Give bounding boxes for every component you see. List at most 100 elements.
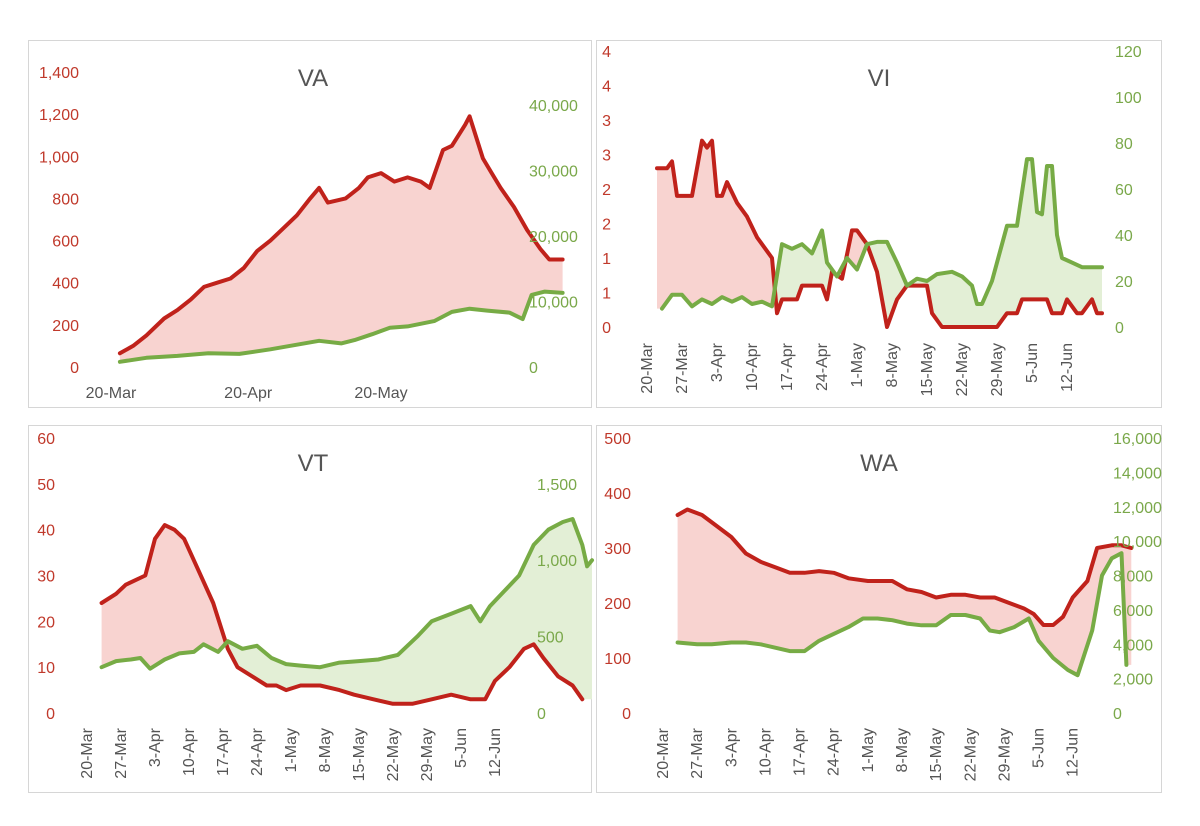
x-tick-label: 12-Jun (487, 728, 504, 777)
y-left-tick-label: 2 (602, 182, 611, 199)
x-tick-label: 29-May (989, 343, 1006, 396)
y-left-tick-label: 0 (46, 706, 55, 723)
x-tick-label: 1-May (283, 728, 300, 772)
chart-title: VI (868, 65, 891, 92)
x-tick-label: 10-Apr (744, 342, 761, 391)
area-fill-red (119, 116, 563, 362)
y-left-tick-label: 0 (70, 360, 79, 377)
y-left-tick-label: 1,400 (39, 65, 79, 82)
y-left-tick-label: 4 (602, 79, 611, 96)
y-left-tick-label: 10 (37, 660, 55, 677)
x-tick-label: 27-Mar (113, 727, 130, 778)
y-left-tick-label: 0 (622, 706, 631, 723)
x-tick-label: 24-Apr (249, 727, 266, 776)
chart-panel-vi: VI 0 1 1 2 2 3 3 4 4 0 20 40 60 80 100 120 20-Mar 27-Mar 3-… (596, 40, 1162, 408)
chart-title: VA (298, 65, 328, 92)
x-tick-label: 3-Apr (709, 342, 726, 382)
y-left-tick-label: 100 (604, 651, 631, 668)
area-fill-red (101, 519, 592, 669)
y-left-tick-label: 3 (602, 148, 611, 165)
x-tick-label: 20-Mar (655, 727, 672, 778)
y-left-tick-label: 300 (604, 541, 631, 558)
x-tick-label: 22-May (385, 728, 402, 781)
y-right-tick-label: 20 (1115, 274, 1133, 291)
y-left-tick-label: 4 (602, 44, 611, 61)
series-line-right (99, 517, 594, 671)
x-tick-label: 5-Jun (1031, 728, 1048, 768)
y-left-tick-label: 800 (52, 191, 79, 208)
x-tick-label: 12-Jun (1059, 343, 1076, 392)
x-tick-label: 8-May (884, 343, 901, 387)
y-right-tick-label: 40 (1115, 228, 1133, 245)
y-left-tick-label: 2 (602, 217, 611, 234)
x-tick-label: 8-May (317, 728, 334, 772)
y-right-tick-label: 14,000 (1113, 465, 1162, 482)
y-left-tick-label: 1 (602, 251, 611, 268)
y-left-tick-label: 0 (602, 320, 611, 337)
x-tick-label: 27-Mar (674, 342, 691, 393)
chart-vt: VT 0 10 20 30 40 50 60 0 500 1,000 1,500 20-Mar 27-Ma… (37, 431, 594, 781)
x-tick-label: 10-Apr (757, 727, 774, 776)
x-tick-label: 29-May (996, 728, 1013, 781)
y-left-tick-label: 1,200 (39, 107, 79, 124)
x-tick-label: 17-Apr (215, 727, 232, 776)
area-fill-red (677, 509, 1132, 676)
x-tick-label: 12-Jun (1065, 728, 1082, 777)
y-left-tick-label: 200 (52, 318, 79, 335)
x-tick-label: 3-Apr (723, 727, 740, 767)
x-tick-label: 17-Apr (779, 342, 796, 391)
x-tick-label: 15-May (351, 728, 368, 781)
y-right-tick-label: 1,500 (537, 477, 577, 494)
x-tick-label: 1-May (849, 343, 866, 387)
x-tick-label: 29-May (419, 728, 436, 781)
y-left-tick-label: 1 (602, 286, 611, 303)
y-right-tick-label: 8,000 (1113, 569, 1153, 586)
y-right-tick-label: 16,000 (1113, 431, 1162, 448)
y-left-tick-label: 400 (604, 486, 631, 503)
series-line-left (99, 523, 585, 706)
y-right-tick-label: 120 (1115, 44, 1142, 61)
y-right-tick-label: 80 (1115, 136, 1133, 153)
y-right-tick-label: 0 (529, 360, 538, 377)
area-fill-green (657, 140, 1102, 327)
x-tick-label: 24-Apr (826, 727, 843, 776)
y-right-tick-label: 100 (1115, 90, 1142, 107)
series-line-right (675, 551, 1129, 678)
x-tick-label: 3-Apr (147, 727, 164, 767)
series-line-left (675, 507, 1134, 627)
y-left-tick-label: 3 (602, 113, 611, 130)
chart-va: VA 0 200 400 600 800 1,000 1,200 1,400 0 10,000 20,… (39, 65, 578, 402)
x-tick-label: 15-May (928, 728, 945, 781)
x-tick-label: 5-Jun (453, 728, 470, 768)
area-fill-green (101, 519, 592, 704)
x-tick-label: 20-Mar (639, 342, 656, 393)
chart-panel-wa: WA 0 100 200 300 400 500 0 2,000 4,000 6,000 8,000 1… (596, 425, 1162, 793)
y-left-tick-label: 50 (37, 477, 55, 494)
y-left-tick-label: 40 (37, 523, 55, 540)
y-right-tick-label: 10,000 (529, 294, 578, 311)
x-tick-label: 17-Apr (792, 727, 809, 776)
series-line-left (117, 114, 565, 356)
y-right-tick-label: 0 (1115, 320, 1124, 337)
y-right-tick-label: 30,000 (529, 163, 578, 180)
x-tick-label: 24-Apr (814, 342, 831, 391)
x-tick-label: 20-Apr (224, 385, 273, 402)
x-tick-label: 22-May (954, 343, 971, 396)
x-tick-label: 8-May (894, 728, 911, 772)
y-right-tick-label: 10,000 (1113, 534, 1162, 551)
y-right-tick-label: 0 (1113, 706, 1122, 723)
chart-panel-vt: VT 0 10 20 30 40 50 60 0 500 1,000 1,500 20-Mar 27-Ma… (28, 425, 594, 793)
y-left-tick-label: 60 (37, 431, 55, 448)
series-line-left (655, 138, 1104, 329)
x-tick-label: 1-May (860, 728, 877, 772)
y-right-tick-label: 6,000 (1113, 603, 1153, 620)
y-left-tick-label: 1,000 (39, 149, 79, 166)
x-tick-label: 22-May (962, 728, 979, 781)
y-left-tick-label: 30 (37, 569, 55, 586)
chart-title: VT (298, 450, 329, 477)
y-left-tick-label: 500 (604, 431, 631, 448)
chart-panel-va: VA 0 200 400 600 800 1,000 1,200 1,400 0 10,000 20,… (28, 40, 592, 408)
y-left-tick-label: 20 (37, 614, 55, 631)
y-right-tick-label: 20,000 (529, 229, 578, 246)
